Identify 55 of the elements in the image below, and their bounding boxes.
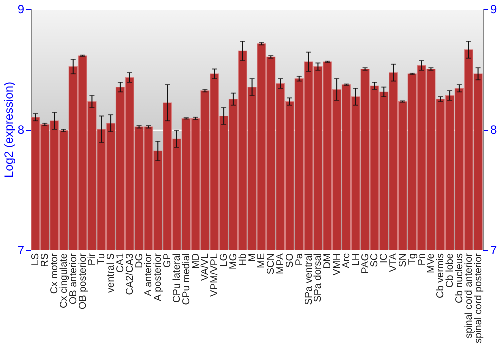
x-tick-label: MG xyxy=(228,253,240,270)
y2-tick-label: 7 xyxy=(490,244,498,258)
y-tick-label: 7 xyxy=(18,244,25,258)
x-tick-label: SPa ventral xyxy=(304,254,315,306)
x-tick-label: SCN xyxy=(266,254,278,275)
x-tick-label: A posterior xyxy=(153,252,164,302)
y2-tick-label: 9 xyxy=(490,2,498,16)
x-tick-label: Cx motor xyxy=(50,252,61,294)
x-tick-label: Tg xyxy=(407,254,418,266)
y-tick-label: 8 xyxy=(18,123,25,137)
x-tick-label: SPa dorsal xyxy=(313,254,324,302)
x-tick-label: A anterior xyxy=(144,252,155,296)
x-tick-label: OB anterior xyxy=(68,252,80,305)
x-tick-label: MPA xyxy=(276,253,287,274)
x-tick-label: CA1 xyxy=(115,253,126,273)
x-tick-label: spinal cord posterior xyxy=(473,252,484,344)
x-tick-label: ventral S xyxy=(106,253,118,293)
x-tick-label: SO xyxy=(284,253,296,268)
x-tick-label: CPu lateral xyxy=(172,254,183,303)
x-tick-label: VA/VL xyxy=(200,253,212,282)
x-tick-label: SC xyxy=(370,254,381,268)
x-tick-label: spinal cord anterior xyxy=(464,252,475,339)
x-tick-label: CPu medial xyxy=(181,254,192,306)
x-tick-label: DM xyxy=(322,254,334,270)
x-tick-label: M xyxy=(247,254,258,262)
x-tick-label: Cb lobe xyxy=(445,253,456,288)
x-tick-label: MVe xyxy=(426,253,438,274)
x-tick-label: VTA xyxy=(388,253,400,272)
x-tick-label: Cx cingulate xyxy=(58,253,70,309)
x-tick-label: PAG xyxy=(360,253,372,274)
x-tick-label: Pir xyxy=(87,252,98,266)
y-tick-label: 9 xyxy=(18,2,25,16)
y-axis-title: Log2 (expression) xyxy=(2,82,16,178)
x-tick-label: VPM/VPL xyxy=(210,253,221,297)
x-tick-label: Pa xyxy=(294,253,306,266)
x-tick-label: LH xyxy=(350,254,362,266)
x-tick-label: RS xyxy=(40,253,52,268)
x-tick-label: Arc xyxy=(341,254,352,268)
x-tick-label: OB posterior xyxy=(78,252,89,310)
x-tick-label: Tu xyxy=(96,254,108,265)
y2-tick-label: 8 xyxy=(490,123,498,137)
x-tick-label: LG xyxy=(219,253,230,267)
x-tick-label: IC xyxy=(379,254,390,264)
x-tick-label: Hb xyxy=(238,253,249,266)
x-tick-label: CA2/CA3 xyxy=(124,253,136,296)
x-tick-label: ME xyxy=(256,253,268,268)
x-tick-label: Pn xyxy=(416,254,428,266)
x-tick-label: VMH xyxy=(332,254,344,276)
x-tick-label: LS xyxy=(30,253,42,266)
x-tick-label: SN xyxy=(398,254,409,268)
x-tick-label: MD xyxy=(190,254,202,270)
x-tick-label: GP xyxy=(162,253,174,268)
x-tick-label: Cb nucleus xyxy=(454,254,466,304)
x-tick-label: Cb vermis xyxy=(436,254,447,299)
x-tick-label: DG xyxy=(134,253,146,268)
